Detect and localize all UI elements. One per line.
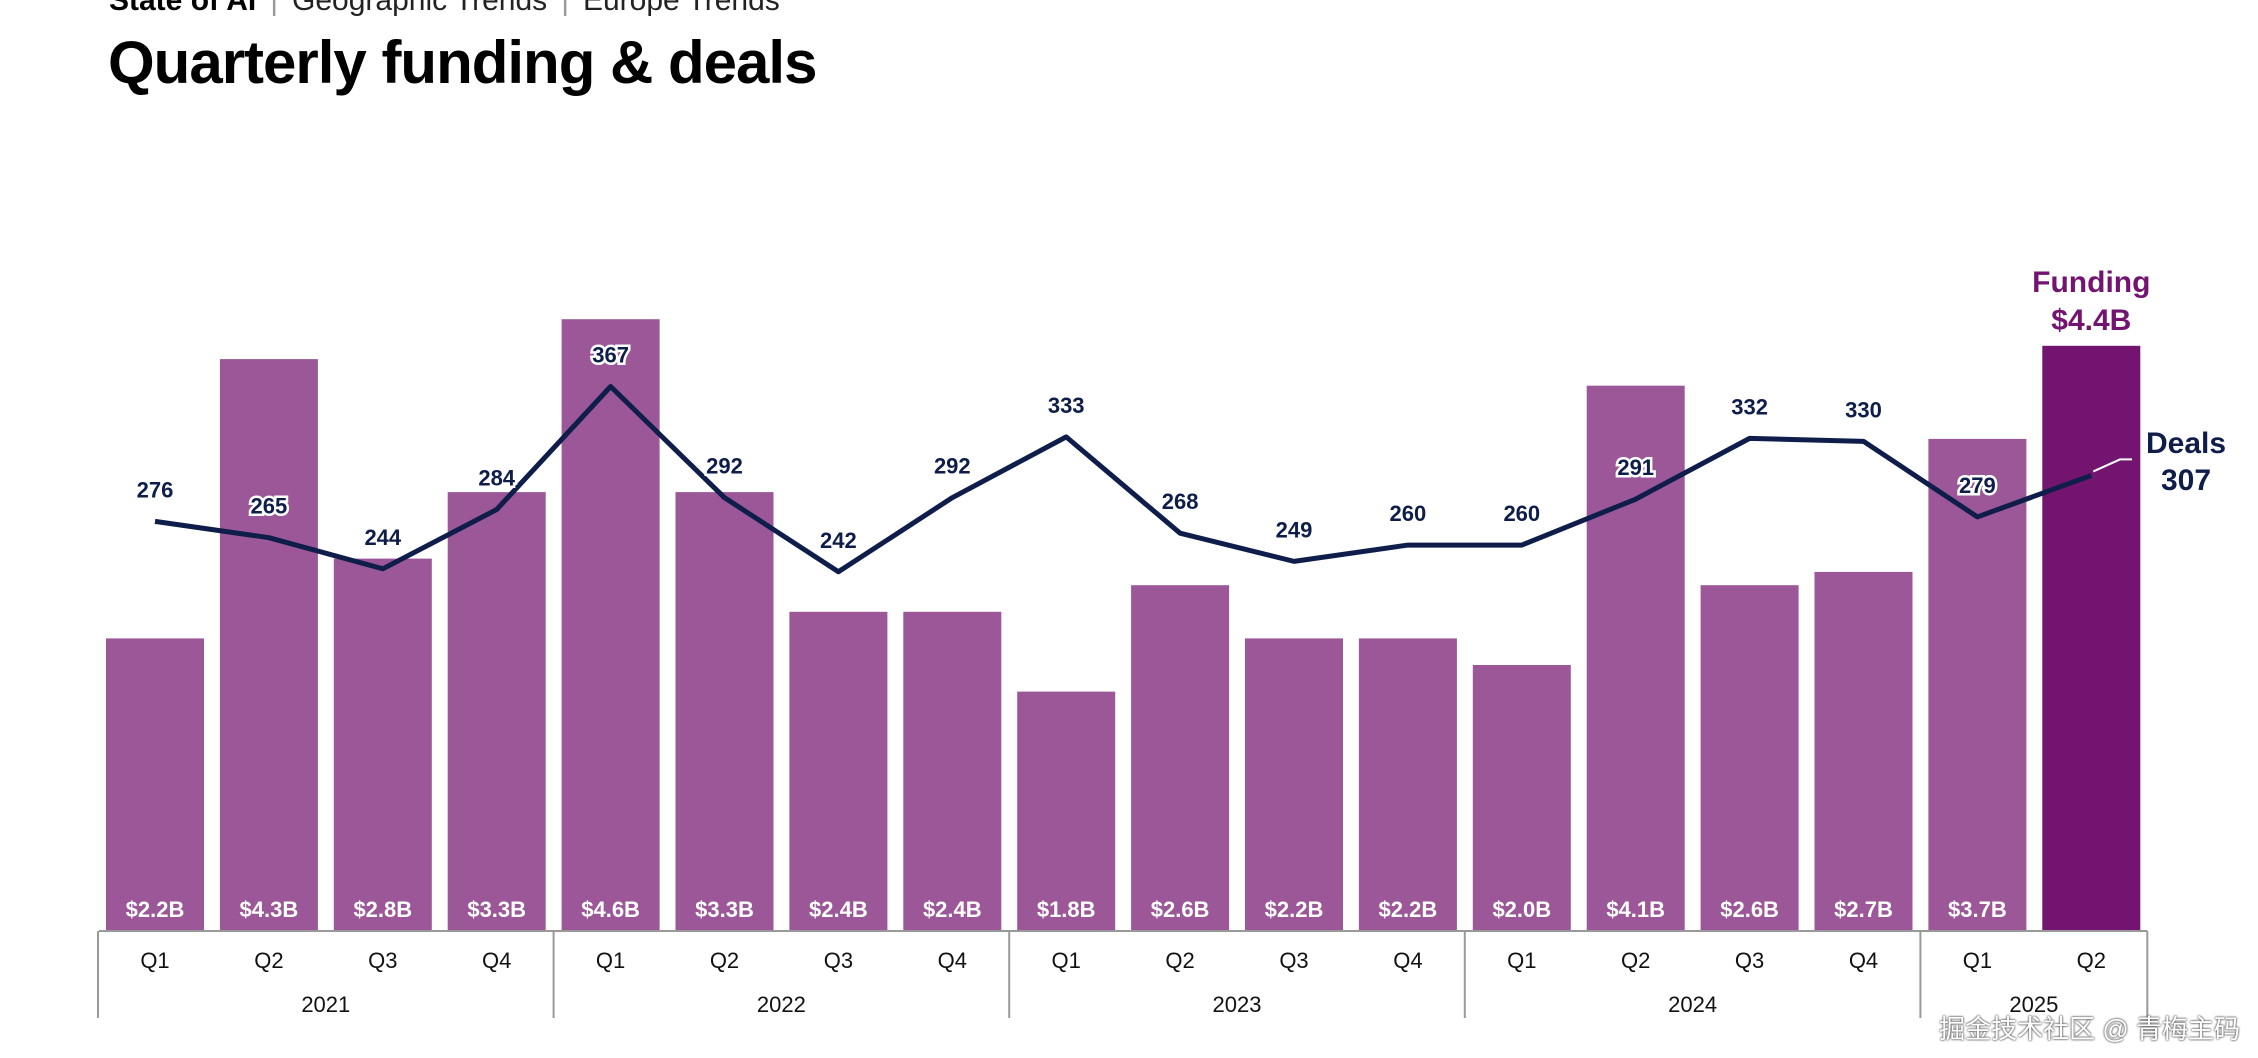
deals-callout-name: Deals bbox=[2146, 427, 2226, 460]
deals-leader-line bbox=[2092, 458, 2132, 473]
funding-bar bbox=[447, 492, 546, 931]
funding-bar bbox=[1245, 638, 1343, 931]
x-tick-label: Q1 bbox=[1052, 948, 1081, 973]
deals-point-label: 279 bbox=[1959, 473, 1996, 498]
funding-bar-label: $2.4B bbox=[809, 897, 868, 922]
year-label: 2022 bbox=[757, 992, 806, 1017]
deals-point-label: 292 bbox=[934, 454, 971, 479]
funding-bar bbox=[1358, 638, 1457, 931]
funding-bar-label: $3.3B bbox=[695, 897, 754, 922]
funding-bar-label: $2.2B bbox=[1265, 897, 1324, 922]
deals-point-label: 332 bbox=[1731, 394, 1768, 419]
deals-point-label: 292 bbox=[706, 454, 743, 479]
funding-bar-label: $2.6B bbox=[1720, 897, 1779, 922]
x-tick-label: Q2 bbox=[710, 948, 739, 973]
funding-callout-value: $4.4B bbox=[2051, 304, 2131, 337]
deals-point-label: 367 bbox=[592, 343, 629, 368]
funding-bar bbox=[561, 319, 660, 931]
funding-bar bbox=[789, 611, 888, 931]
funding-bar-label: $3.7B bbox=[1948, 897, 2007, 922]
x-tick-label: Q4 bbox=[1849, 948, 1878, 973]
funding-bar-label: $2.7B bbox=[1834, 897, 1893, 922]
x-tick-label: Q3 bbox=[1279, 948, 1308, 973]
x-tick-label: Q2 bbox=[1165, 948, 1194, 973]
funding-bar-label: $2.2B bbox=[126, 897, 185, 922]
x-tick-label: Q4 bbox=[938, 948, 967, 973]
year-label: 2023 bbox=[1213, 992, 1262, 1017]
deals-point-label: 242 bbox=[820, 528, 857, 553]
funding-bar-label: $2.2B bbox=[1379, 897, 1438, 922]
funding-bar bbox=[219, 359, 318, 932]
funding-bar-label: $2.6B bbox=[1151, 897, 1210, 922]
page-title: Quarterly funding & deals bbox=[108, 29, 817, 96]
funding-bar bbox=[1700, 585, 1799, 931]
deals-point-label: 276 bbox=[137, 477, 174, 502]
funding-bar-label: $4.1B bbox=[1606, 897, 1665, 922]
funding-bar-label: $4.6B bbox=[581, 897, 640, 922]
breadcrumb-item[interactable]: State of AI bbox=[109, 0, 257, 17]
funding-bar bbox=[1472, 665, 1571, 931]
breadcrumb-item[interactable]: Geographic Trends bbox=[292, 0, 548, 17]
funding-bar bbox=[1928, 438, 2027, 931]
deals-point-label: 265 bbox=[251, 494, 288, 519]
funding-bar bbox=[1814, 571, 1913, 931]
x-tick-label: Q2 bbox=[2077, 948, 2106, 973]
x-tick-label: Q2 bbox=[1621, 948, 1650, 973]
x-tick-label: Q1 bbox=[1507, 948, 1536, 973]
watermark: 掘金技术社区 @ 青梅主码 bbox=[1939, 1014, 2240, 1044]
deals-point-label: 333 bbox=[1048, 393, 1085, 418]
funding-bar bbox=[903, 611, 1002, 931]
funding-bar-label: $3.3B bbox=[467, 897, 526, 922]
funding-bar bbox=[1017, 691, 1116, 931]
x-tick-label: Q3 bbox=[824, 948, 853, 973]
funding-bar bbox=[1131, 585, 1230, 931]
deals-point-label: 284 bbox=[478, 466, 515, 491]
year-label: 2021 bbox=[301, 992, 350, 1017]
x-tick-label: Q1 bbox=[140, 948, 169, 973]
deals-point-label: 330 bbox=[1845, 397, 1882, 422]
funding-bar bbox=[106, 638, 204, 931]
funding-bar-label: $2.0B bbox=[1492, 897, 1551, 922]
deals-point-label: 291 bbox=[1617, 455, 1654, 480]
breadcrumb-item[interactable]: Europe Trends bbox=[582, 0, 780, 17]
deals-point-label: 268 bbox=[1162, 489, 1199, 514]
breadcrumb: State of AI | Geographic Trends | Europe Tre… bbox=[109, 0, 780, 18]
x-tick-label: Q4 bbox=[1393, 948, 1422, 973]
deals-line bbox=[154, 384, 2093, 575]
funding-bar bbox=[333, 558, 432, 931]
year-label: 2024 bbox=[1668, 992, 1717, 1017]
deals-point-label: 260 bbox=[1503, 501, 1540, 526]
deals-point-label: 244 bbox=[364, 525, 401, 550]
x-tick-label: Q3 bbox=[368, 948, 397, 973]
x-tick-label: Q2 bbox=[254, 948, 283, 973]
funding-bar bbox=[1586, 385, 1685, 931]
deals-point-label: 260 bbox=[1390, 501, 1427, 526]
funding-bar bbox=[675, 492, 774, 931]
funding-callout-name: Funding bbox=[2032, 266, 2150, 299]
funding-bar-label: $4.3B bbox=[240, 897, 299, 922]
funding-bar-label: $1.8B bbox=[1037, 897, 1096, 922]
funding-bar bbox=[2042, 345, 2141, 931]
deals-point-label: 249 bbox=[1276, 517, 1313, 542]
x-tick-label: Q4 bbox=[482, 948, 511, 973]
year-label: 2025 bbox=[2009, 992, 2058, 1017]
x-tick-label: Q1 bbox=[1963, 948, 1992, 973]
x-tick-label: Q3 bbox=[1735, 948, 1764, 973]
funding-bar-label: $2.8B bbox=[353, 897, 412, 922]
funding-bar-label: $2.4B bbox=[923, 897, 982, 922]
deals-callout-value: 307 bbox=[2161, 464, 2211, 497]
x-tick-label: Q1 bbox=[596, 948, 625, 973]
